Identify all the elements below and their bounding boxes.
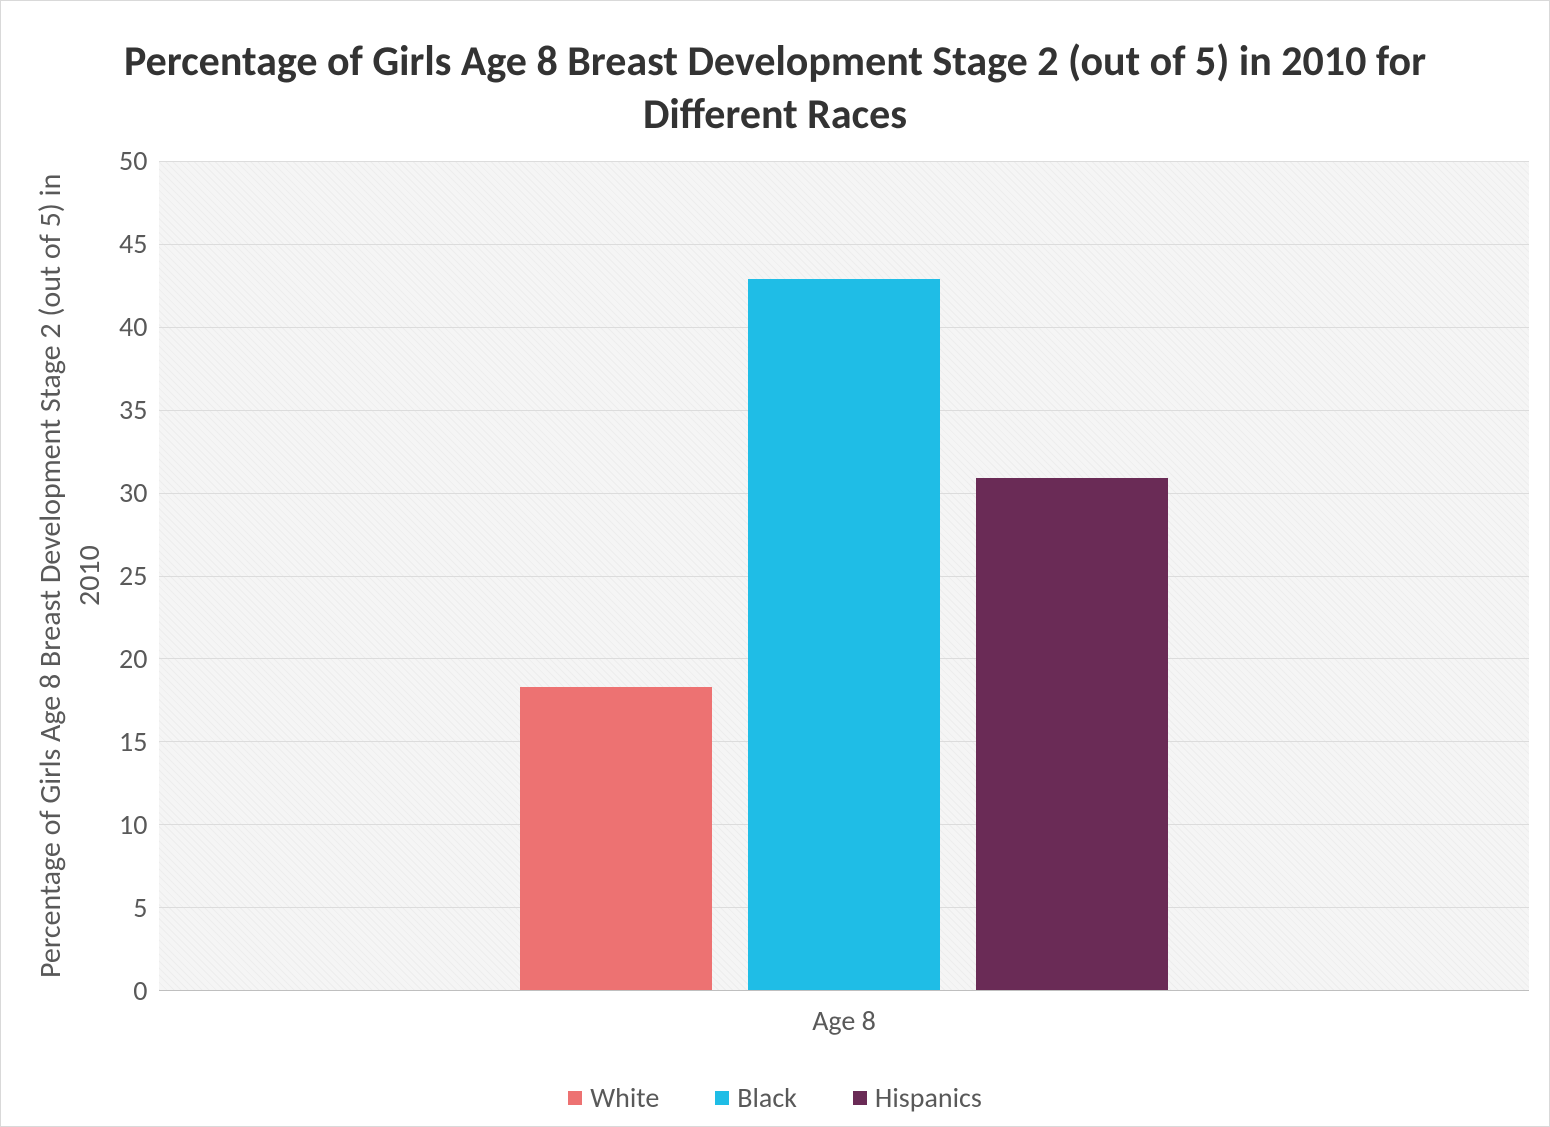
legend-swatch-icon <box>568 1091 582 1105</box>
y-axis-label: Percentage of Girls Age 8 Breast Develop… <box>21 161 119 991</box>
chart-container: Percentage of Girls Age 8 Breast Develop… <box>0 0 1550 1127</box>
legend-item-white: White <box>568 1080 659 1115</box>
legend-item-black: Black <box>715 1080 797 1115</box>
x-axis-label: Age 8 <box>159 1003 1529 1038</box>
legend-item-hispanics: Hispanics <box>853 1080 982 1115</box>
legend-swatch-icon <box>715 1091 729 1105</box>
chart-body: Percentage of Girls Age 8 Breast Develop… <box>21 161 1529 991</box>
legend-label: White <box>590 1080 659 1115</box>
bar-hispanics <box>976 478 1168 990</box>
legend-label: Black <box>737 1080 797 1115</box>
bar-white <box>520 687 712 990</box>
legend-swatch-icon <box>853 1091 867 1105</box>
legend-label: Hispanics <box>875 1080 982 1115</box>
y-axis-ticks: 50454035302520151050 <box>119 161 159 991</box>
x-axis: Age 8 <box>21 1003 1529 1038</box>
legend: White Black Hispanics <box>21 1080 1529 1115</box>
bar-black <box>748 279 940 990</box>
plot-area <box>159 161 1529 991</box>
bars-group <box>159 161 1529 990</box>
chart-title: Percentage of Girls Age 8 Breast Develop… <box>81 36 1469 141</box>
